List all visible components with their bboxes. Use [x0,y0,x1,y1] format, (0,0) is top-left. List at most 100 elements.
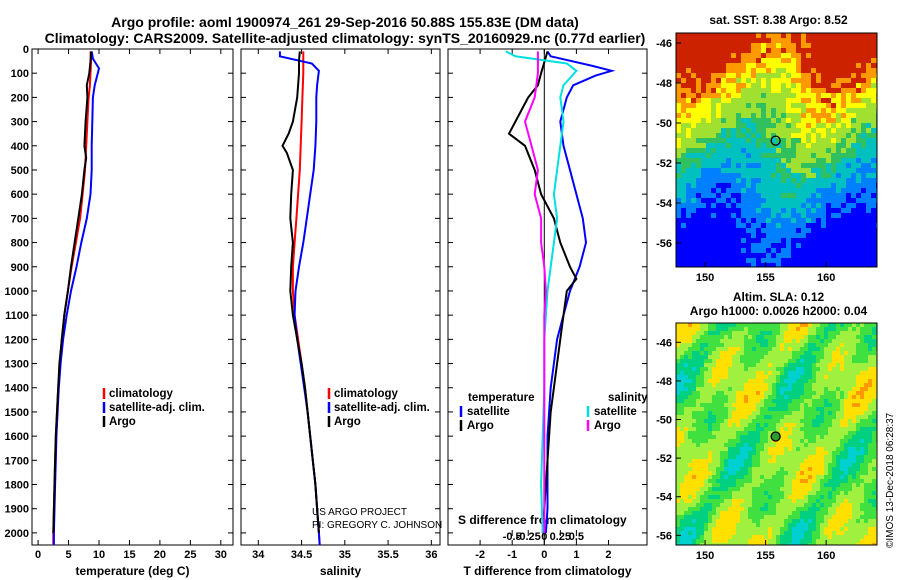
map-cell [712,463,716,467]
map-cell [840,403,844,407]
map-cell [860,495,864,499]
map-cell [820,327,824,331]
map-cell [688,519,692,523]
map-cell [724,419,728,423]
map-cell [686,158,691,163]
map-cell [816,535,820,539]
map-cell [771,68,776,73]
map-cell [728,371,732,375]
map-cell [736,523,740,527]
map-cell [816,323,820,327]
map-cell [808,403,812,407]
map-cell [856,223,861,228]
map-cell [711,93,716,98]
map-cell [844,343,848,347]
map-cell [816,379,820,383]
map-cell [832,395,836,399]
map-cell [801,38,806,43]
map-cell [688,347,692,351]
map-cell [721,128,726,133]
map-cell [704,455,708,459]
map-cell [816,371,820,375]
map-cell [864,495,868,499]
map-cell [744,323,748,327]
map-cell [748,519,752,523]
map-cell [676,263,681,267]
map-cell [721,193,726,198]
map-cell [816,243,821,248]
map-cell [751,38,756,43]
map-cell [796,539,800,543]
map-cell [772,495,776,499]
map-cell [861,118,866,123]
map-cell [796,243,801,248]
map-cell [780,527,784,531]
map-cell [792,527,796,531]
map-cell [844,491,848,495]
map-cell [841,258,846,263]
map-cell [826,83,831,88]
map-cell [840,507,844,511]
map-cell [748,535,752,539]
map-cell [696,327,700,331]
map-cell [712,503,716,507]
map-cell [824,459,828,463]
map-cell [780,483,784,487]
map-cell [821,113,826,118]
map-cell [706,93,711,98]
map-cell [784,407,788,411]
map-cell [684,459,688,463]
map-cell [791,63,796,68]
map-cell [704,395,708,399]
map-cell [681,128,686,133]
map-cell [684,387,688,391]
map-cell [761,148,766,153]
map-cell [731,148,736,153]
map-cell [741,38,746,43]
map-cell [708,407,712,411]
map-cell [716,218,721,223]
map-cell [784,411,788,415]
map-cell [740,527,744,531]
map-cell [856,451,860,455]
map-cell [711,43,716,48]
map-cell [861,48,866,53]
map-cell [732,419,736,423]
map-cell [700,359,704,363]
map-cell [871,108,876,113]
map-cell [768,539,772,543]
map-cell [708,515,712,519]
map-cell [712,351,716,355]
map-cell [776,83,781,88]
map-cell [748,447,752,451]
map-cell [716,355,720,359]
map-cell [844,387,848,391]
map-cell [751,193,756,198]
map-cell [806,178,811,183]
map-cell [844,399,848,403]
map-cell [680,395,684,399]
map-cell [724,439,728,443]
map-cell [786,163,791,168]
map-cell [756,451,760,455]
map-cell [732,427,736,431]
map-cell [704,439,708,443]
map-cell [776,263,781,267]
map-cell [776,387,780,391]
map-cell [716,183,721,188]
map-cell [836,391,840,395]
map-cell [832,463,836,467]
map-cell [760,335,764,339]
map-cell [748,487,752,491]
map-cell [832,539,836,543]
map-cell [700,403,704,407]
map-cell [706,53,711,58]
map-cell [800,527,804,531]
map-cell [816,331,820,335]
map-cell [751,98,756,103]
map-cell [836,253,841,258]
map-cell [816,198,821,203]
map-cell [676,331,680,335]
map-cell [792,351,796,355]
map-cell [824,395,828,399]
